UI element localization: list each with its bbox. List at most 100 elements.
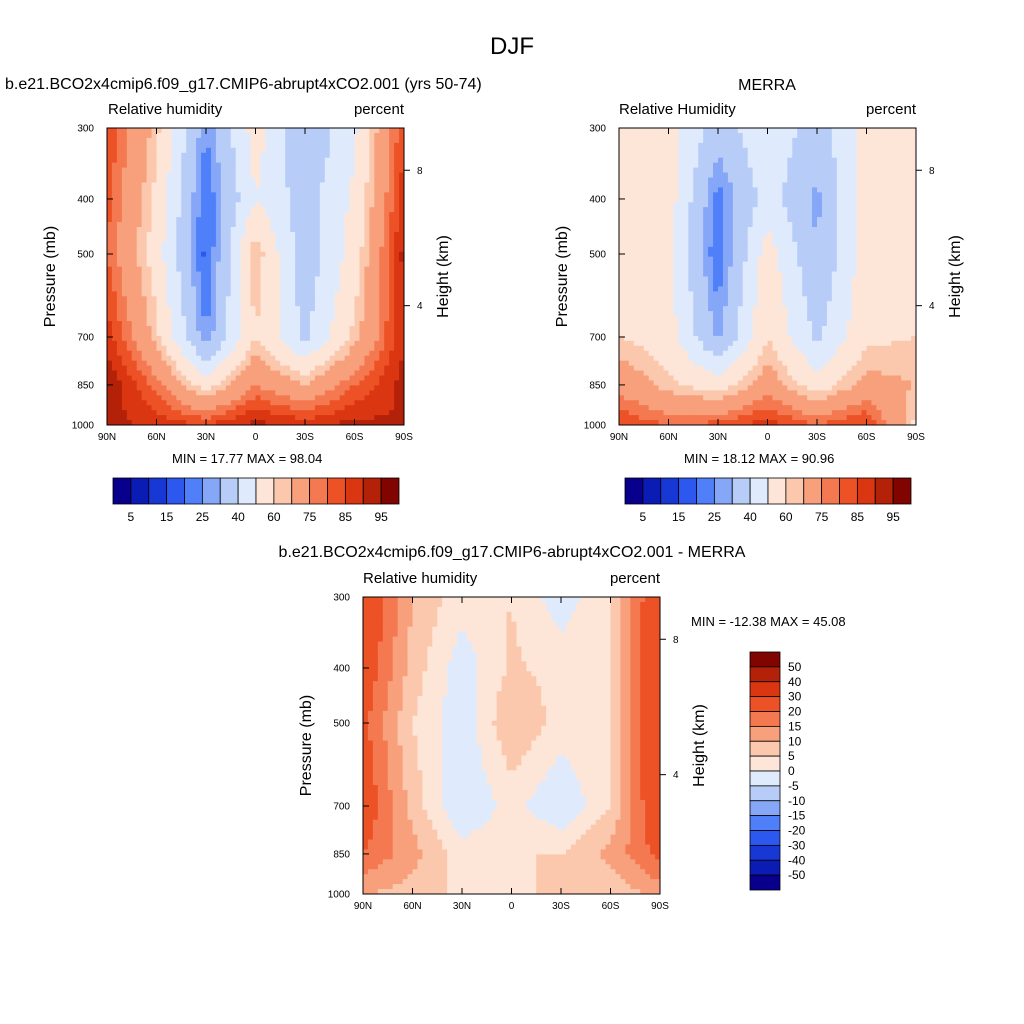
heatmap-cell (379, 316, 385, 322)
heatmap-cell (389, 246, 395, 253)
heatmap-cell (871, 192, 877, 198)
heatmap-cell (856, 167, 863, 174)
heatmap-cell (176, 128, 182, 134)
heatmap-cell (881, 177, 887, 184)
heatmap-cell (742, 172, 749, 179)
heatmap-cell (359, 167, 365, 174)
heatmap-cell (757, 142, 764, 149)
heatmap-cell (399, 261, 404, 268)
heatmap-cell (633, 172, 640, 179)
heatmap-cell (722, 182, 729, 188)
heatmap-cell (812, 207, 818, 213)
heatmap-cell (235, 345, 242, 352)
heatmap-cell (166, 370, 172, 377)
heatmap-cell (107, 321, 113, 327)
heatmap-cell (255, 182, 262, 188)
heatmap-cell (668, 207, 675, 213)
heatmap-cell (757, 207, 764, 213)
heatmap-cell (245, 301, 252, 307)
heatmap-cell (141, 128, 148, 134)
heatmap-cell (389, 251, 395, 258)
heatmap-cell (111, 246, 118, 253)
heatmap-cell (295, 350, 301, 357)
heatmap-cell (658, 202, 665, 208)
heatmap-cell (275, 271, 281, 278)
heatmap-cell (230, 355, 237, 362)
heatmap-cell (359, 301, 365, 307)
heatmap-cell (220, 172, 227, 179)
heatmap-cell (220, 137, 227, 144)
heatmap-cell (275, 326, 281, 332)
heatmap-cell (349, 400, 356, 406)
heatmap-cell (136, 192, 143, 198)
heatmap-cell (210, 236, 217, 243)
heatmap-cell (220, 246, 227, 253)
heatmap-cell (369, 296, 375, 302)
heatmap-cell (235, 340, 242, 347)
heatmap-cell (161, 360, 167, 367)
heatmap-cell (648, 128, 655, 134)
heatmap-cell (206, 167, 212, 174)
heatmap-cell (851, 182, 858, 188)
heatmap-cell (107, 142, 113, 149)
heatmap-cell (329, 128, 336, 134)
heatmap-cell (364, 241, 370, 248)
heatmap-cell (364, 231, 370, 238)
heatmap-cell (389, 137, 395, 144)
heatmap-cell (384, 281, 390, 287)
heatmap-cell (831, 162, 838, 169)
heatmap-cell (698, 128, 704, 134)
heatmap-cell (851, 157, 858, 164)
heatmap-cell (374, 306, 380, 312)
heatmap-cell (399, 345, 404, 352)
heatmap-cell (369, 256, 375, 263)
heatmap-cell (911, 207, 916, 213)
heatmap-cell (389, 370, 395, 377)
heatmap-cell (176, 301, 182, 307)
heatmap-cell (708, 177, 714, 184)
heatmap-cell (230, 405, 237, 411)
heatmap-cell (369, 157, 375, 164)
heatmap-cell (354, 128, 361, 134)
heatmap-cell (379, 420, 385, 425)
heatmap-cell (334, 415, 341, 421)
heatmap-cell (265, 390, 271, 396)
heatmap-cell (176, 271, 182, 278)
heatmap-cell (265, 251, 271, 258)
heatmap-cell (265, 266, 271, 273)
heatmap-cell (300, 147, 306, 154)
heatmap-cell (324, 420, 331, 425)
heatmap-cell (191, 271, 197, 278)
heatmap-cell (107, 415, 113, 421)
heatmap-cell (116, 182, 123, 188)
heatmap-cell (290, 147, 296, 154)
heatmap-cell (349, 162, 356, 169)
heatmap-cell (374, 390, 380, 396)
heatmap-cell (349, 227, 356, 233)
heatmap-cell (201, 231, 207, 238)
heatmap-cell (812, 162, 818, 169)
heatmap-cell (146, 410, 153, 416)
heatmap-cell (300, 400, 306, 406)
heatmap-cell (703, 172, 709, 179)
heatmap-cell (131, 330, 138, 337)
heatmap-cell (349, 222, 356, 228)
heatmap-cell (225, 276, 232, 283)
heatmap-cell (319, 241, 326, 248)
heatmap-cell (394, 241, 400, 248)
heatmap-cell (191, 266, 197, 273)
heatmap-cell (116, 390, 123, 396)
heatmap-cell (186, 207, 192, 213)
heatmap-cell (673, 147, 679, 154)
heatmap-cell (727, 128, 734, 134)
heatmap-cell (186, 276, 192, 283)
heatmap-cell (260, 261, 266, 268)
heatmap-cell (782, 197, 788, 203)
heatmap-cell (156, 345, 163, 352)
heatmap-cell (911, 162, 916, 169)
heatmap-cell (876, 202, 882, 208)
heatmap-cell (215, 236, 222, 243)
heatmap-cell (399, 350, 404, 357)
heatmap-cell (643, 207, 650, 213)
heatmap-cell (215, 207, 222, 213)
